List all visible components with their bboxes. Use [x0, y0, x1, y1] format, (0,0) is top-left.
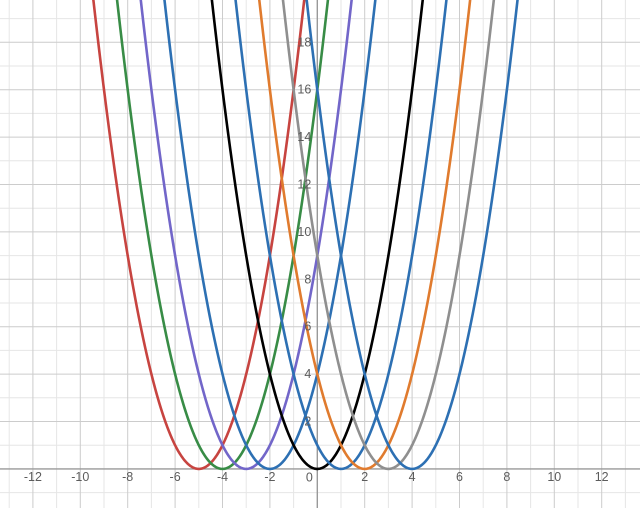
svg-text:10: 10 — [297, 225, 311, 239]
svg-text:20: 20 — [297, 0, 311, 2]
svg-text:12: 12 — [595, 470, 609, 484]
svg-text:8: 8 — [503, 470, 510, 484]
svg-text:4: 4 — [409, 470, 416, 484]
svg-text:2: 2 — [361, 470, 368, 484]
svg-text:4: 4 — [304, 367, 311, 381]
svg-text:2: 2 — [304, 415, 311, 429]
svg-text:10: 10 — [547, 470, 561, 484]
svg-text:18: 18 — [297, 35, 311, 49]
svg-text:8: 8 — [304, 272, 311, 286]
svg-text:-4: -4 — [217, 470, 228, 484]
svg-text:14: 14 — [297, 130, 311, 144]
svg-text:-6: -6 — [170, 470, 181, 484]
svg-text:-8: -8 — [122, 470, 133, 484]
svg-text:6: 6 — [456, 470, 463, 484]
svg-text:-2: -2 — [264, 470, 275, 484]
svg-text:12: 12 — [297, 178, 311, 192]
svg-text:0: 0 — [306, 470, 313, 484]
svg-text:16: 16 — [297, 83, 311, 97]
svg-text:-12: -12 — [24, 470, 42, 484]
svg-text:-10: -10 — [71, 470, 89, 484]
svg-text:6: 6 — [304, 320, 311, 334]
